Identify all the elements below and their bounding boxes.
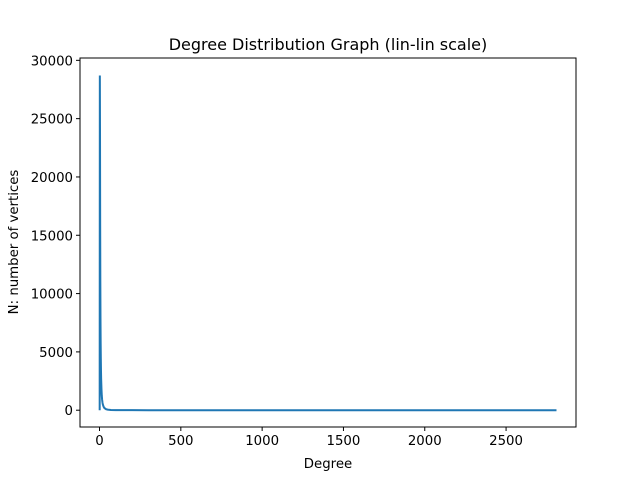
chart-title: Degree Distribution Graph (lin-lin scale… <box>169 35 488 54</box>
y-tick-label: 10000 <box>31 288 73 303</box>
y-tick-label: 25000 <box>31 113 73 128</box>
y-axis-label: N: number of vertices <box>7 170 22 315</box>
x-tick-label: 1000 <box>245 434 279 449</box>
x-tick-label: 0 <box>95 434 103 449</box>
y-tick-label: 0 <box>65 404 73 419</box>
plot-area-frame <box>79 57 577 428</box>
y-tick-label: 30000 <box>31 54 73 69</box>
y-tick-label: 20000 <box>31 171 73 186</box>
y-tick-label: 5000 <box>39 346 73 361</box>
degree-distribution-line <box>98 75 557 412</box>
x-axis: 0 500 1000 1500 2000 2500 <box>95 427 523 449</box>
x-tick-label: 500 <box>168 434 193 449</box>
y-axis: 0 5000 10000 15000 20000 25000 30000 <box>31 54 80 419</box>
y-tick-label: 15000 <box>31 229 73 244</box>
x-tick-label: 1500 <box>327 434 361 449</box>
x-tick-label: 2500 <box>489 434 523 449</box>
x-axis-label: Degree <box>304 457 352 472</box>
x-tick-label: 2000 <box>408 434 442 449</box>
